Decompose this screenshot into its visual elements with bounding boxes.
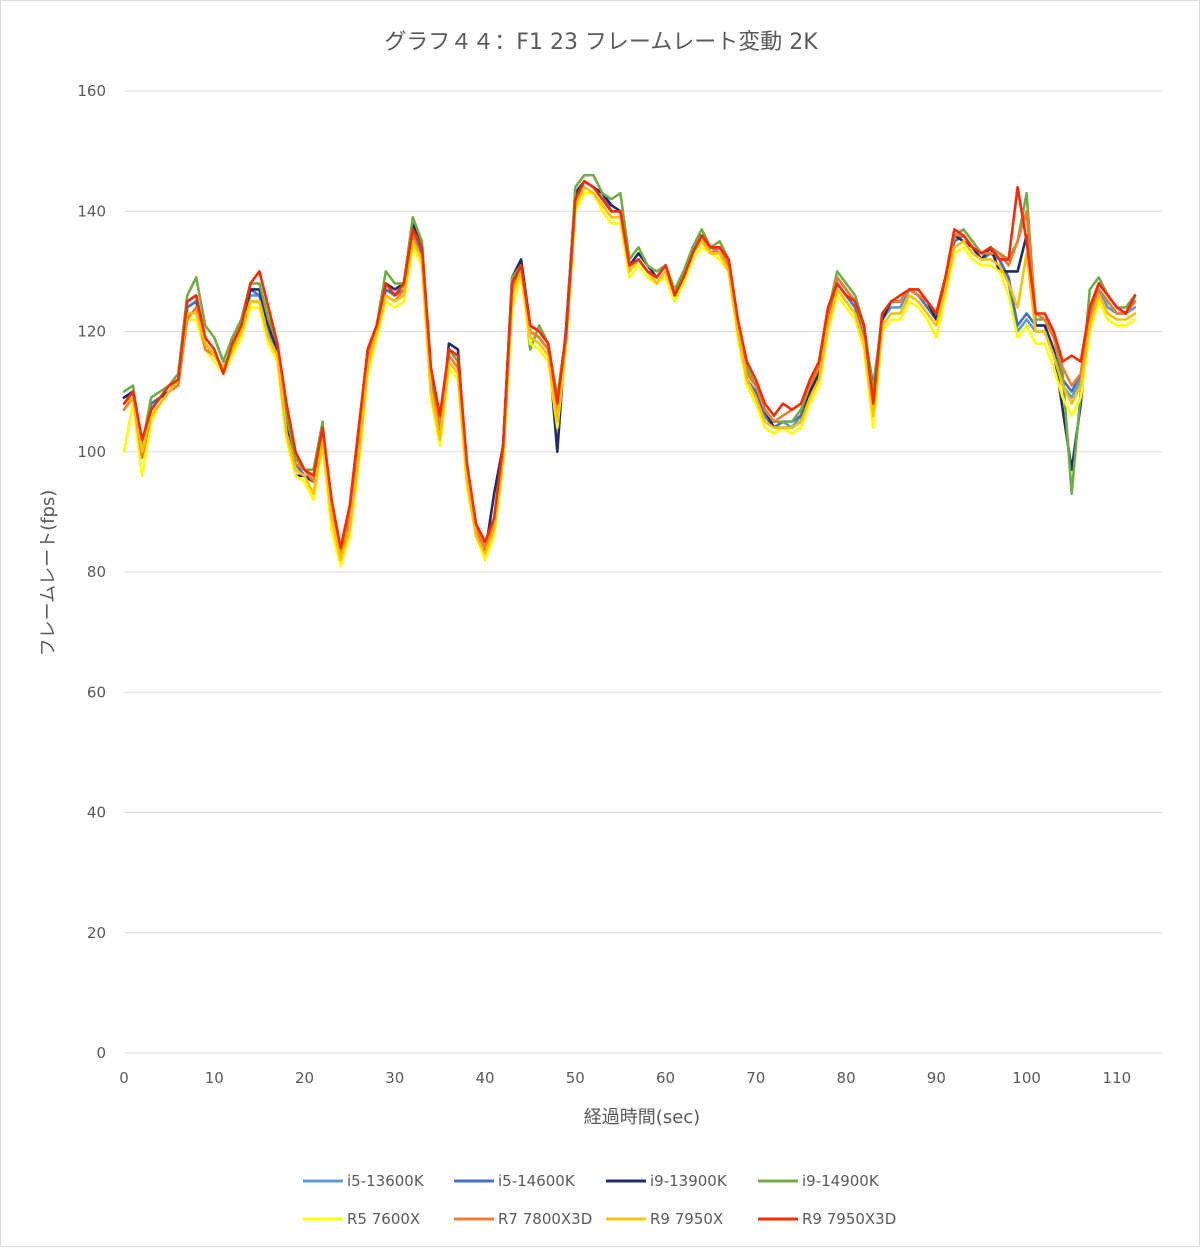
legend: i5-13600K i5-14600K i9-13900K i9-14900K R5 7…	[303, 1172, 896, 1228]
legend-label: R7 7800X3D	[498, 1210, 592, 1228]
y-tick-label: 80	[87, 563, 106, 581]
series-line	[122, 173, 1137, 562]
x-tick-label: 10	[205, 1069, 224, 1087]
legend-label: R5 7600X	[347, 1210, 420, 1228]
y-axis-label: フレームレート(fps)	[38, 490, 59, 657]
legend-label: i9-13900K	[650, 1172, 728, 1190]
chart-title: グラフ４４：F1 23 フレームレート変動 2K	[384, 30, 818, 55]
x-tick-label: 90	[927, 1069, 946, 1087]
series-line	[122, 179, 1137, 556]
x-tick-label: 20	[295, 1069, 314, 1087]
y-tick-label: 20	[87, 924, 106, 942]
series-line	[122, 179, 1137, 556]
legend-label: i9-14900K	[802, 1172, 880, 1190]
series-line	[122, 179, 1137, 556]
legend-label: R9 7950X	[650, 1210, 723, 1228]
x-tick-label: 70	[746, 1069, 765, 1087]
y-tick-label: 160	[77, 82, 106, 100]
x-tick-label: 40	[475, 1069, 494, 1087]
series-line	[122, 179, 1137, 562]
series-lines	[122, 173, 1137, 568]
legend-label: i5-13600K	[347, 1172, 425, 1190]
x-tick-label: 80	[837, 1069, 856, 1087]
y-axis-ticks: 0 20 40 60 80 100 120 140 160	[77, 82, 106, 1062]
y-tick-label: 40	[87, 804, 106, 822]
y-tick-label: 120	[77, 323, 106, 341]
x-tick-label: 0	[119, 1069, 129, 1087]
series-line	[122, 179, 1137, 550]
y-tick-label: 60	[87, 683, 106, 701]
x-tick-label: 60	[656, 1069, 675, 1087]
x-tick-label: 100	[1012, 1069, 1041, 1087]
x-axis-label: 経過時間(sec)	[584, 1107, 700, 1128]
legend-label: i5-14600K	[498, 1172, 576, 1190]
x-tick-label: 50	[566, 1069, 585, 1087]
x-tick-label: 30	[385, 1069, 404, 1087]
x-axis-ticks: 0 10 20 30 40 50 60 70 80 90 100 110	[119, 1069, 1131, 1087]
y-tick-label: 140	[77, 202, 106, 220]
legend-label: R9 7950X3D	[802, 1210, 896, 1228]
x-tick-label: 110	[1103, 1069, 1132, 1087]
series-line	[122, 191, 1137, 568]
series-line	[122, 185, 1137, 562]
y-tick-label: 0	[96, 1044, 106, 1062]
gridlines	[124, 90, 1162, 1054]
y-tick-label: 100	[77, 443, 106, 461]
